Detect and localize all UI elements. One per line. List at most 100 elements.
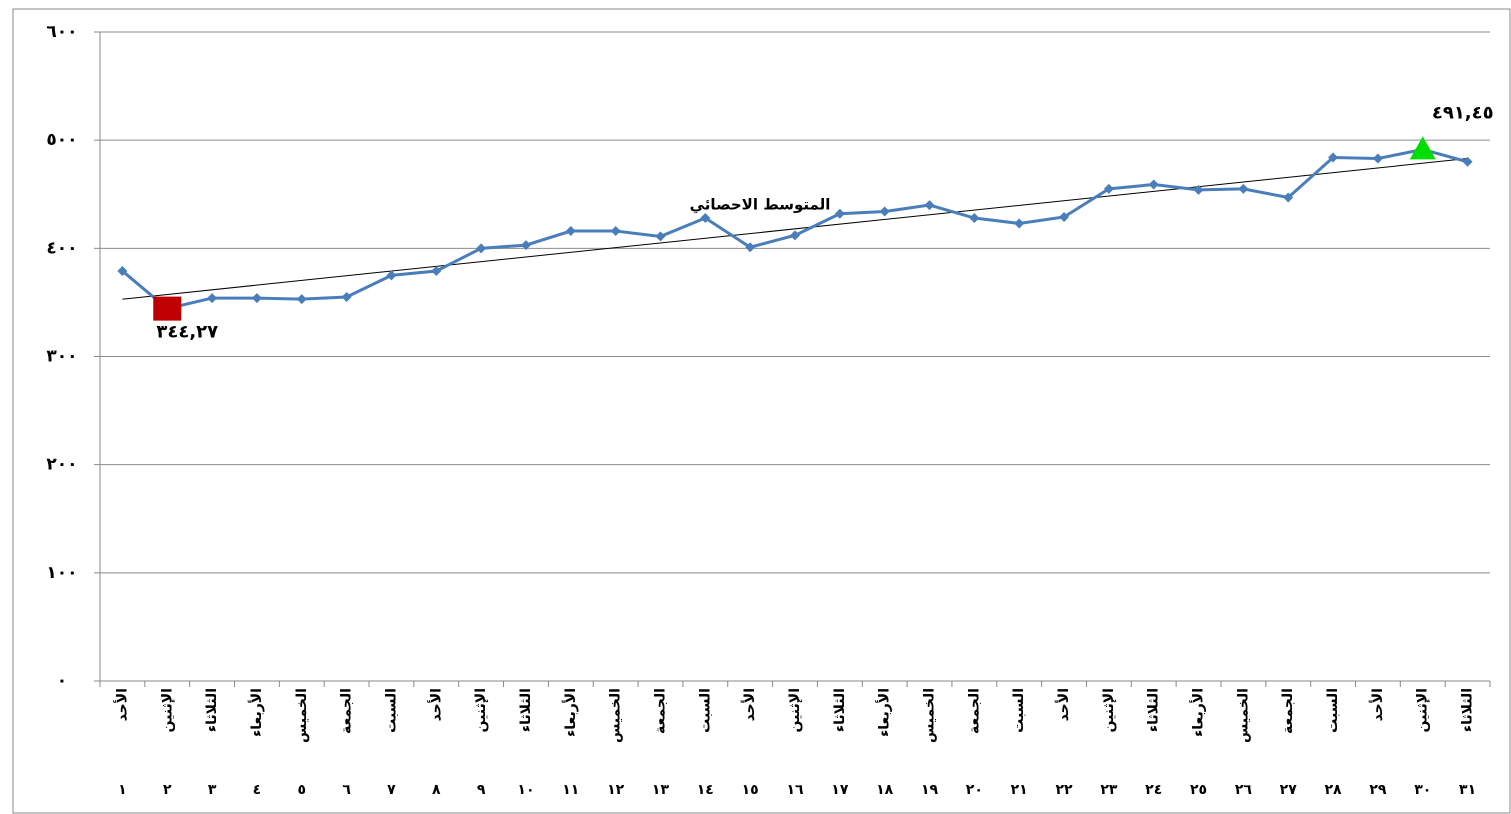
data-point [117,266,128,277]
data-point [1103,183,1114,194]
data-point [1238,183,1249,194]
x-tick-label: الثلاثاء [1146,688,1162,732]
data-point [1328,152,1339,163]
x-day-label: ٩ [477,782,486,798]
x-tick-label: الأربعاء [876,688,893,737]
x-day-label: ١٩ [921,782,939,798]
x-tick-label: الخميس [1235,688,1251,743]
x-tick-label: السبت [383,688,399,733]
x-tick-label: الثلاثاء [832,688,848,732]
x-tick-label: الأربعاء [248,688,265,737]
data-point [1059,211,1070,222]
x-day-label: ١٢ [607,782,625,798]
x-day-label: ٢٧ [1280,782,1298,798]
x-day-label: ٢ [163,782,172,798]
data-point [1193,184,1204,195]
x-day-label: ٢١ [1011,782,1028,798]
x-day-label: ٣ [208,782,217,798]
x-day-label: ٦ [342,782,351,798]
data-point [879,206,890,217]
data-point [610,226,621,237]
x-tick-label: الأحد [113,688,130,721]
x-tick-label: السبت [697,688,713,733]
x-day-label: ١٣ [652,782,670,798]
x-tick-label: الأحد [427,688,444,721]
x-tick-label: الثلاثاء [204,688,220,732]
y-tick-label: ٦٠٠ [46,22,77,42]
y-tick-label: ٤٠٠ [46,238,77,258]
data-point [969,213,980,224]
x-day-label: ١٧ [831,782,849,798]
data-point [431,266,442,277]
min-marker [153,296,182,321]
data-point [924,200,935,211]
y-tick-label: ١٠٠ [46,563,77,583]
x-tick-label: الجمعة [966,688,982,734]
x-day-label: ١٠ [517,782,534,798]
x-tick-label: الثلاثاء [1460,688,1476,732]
min-label: ٣٤٤,٢٧ [156,322,218,343]
data-point [1462,156,1473,167]
data-point [1014,218,1025,229]
x-tick-label: السبت [1325,688,1341,733]
x-day-label: ٣١ [1459,782,1476,798]
x-day-label: ٢٨ [1325,782,1343,798]
x-day-label: ٧ [387,782,396,798]
x-day-label: ١٤ [697,782,714,798]
x-tick-label: الجمعة [652,688,668,734]
x-tick-label: السبت [1011,688,1027,733]
x-tick-label: الخميس [922,688,938,743]
data-point [296,294,307,305]
trend-line [122,158,1468,300]
x-day-label: ١٨ [876,782,894,798]
x-tick-label: الإثنين [1101,688,1117,733]
x-day-label: ١١ [562,782,579,798]
x-tick-label: الأحد [741,688,758,721]
x-tick-label: الثلاثاء [518,688,534,732]
x-tick-label: الخميس [294,688,310,743]
chart-frame [12,8,1511,814]
max-marker [1409,136,1436,160]
x-day-label: ٢٢ [1055,782,1073,798]
data-point [1148,179,1159,190]
data-point [655,231,666,242]
x-day-label: ٢٣ [1100,782,1118,798]
x-day-label: ١ [118,782,127,798]
y-tick-label: ٢٠٠ [46,455,77,475]
x-tick-label: الأحد [1055,688,1072,721]
data-point [1283,192,1294,203]
data-point [565,226,576,237]
data-point [834,208,845,219]
data-point [745,242,756,253]
x-tick-label: الإثنين [1415,688,1431,733]
x-day-label: ٢٦ [1235,782,1253,798]
data-point [790,230,800,241]
x-day-label: ٥ [298,782,307,798]
data-point [207,293,218,304]
x-tick-label: الأربعاء [562,688,579,737]
x-tick-label: الإثنين [473,688,489,733]
y-tick-label: ٠ [57,671,67,691]
data-point [386,270,397,281]
x-day-label: ٢٤ [1145,782,1162,798]
data-point [520,240,531,251]
x-day-label: ٢٠ [966,782,983,798]
x-day-label: ١٦ [786,782,804,798]
data-point [341,292,352,303]
x-tick-label: الجمعة [339,688,355,734]
x-day-label: ١٥ [742,782,759,798]
x-tick-label: الخميس [608,688,624,743]
x-tick-label: الإثنين [787,688,803,733]
y-tick-label: ٥٠٠ [46,130,77,150]
data-point [700,213,711,224]
data-point [476,243,487,254]
x-day-label: ٢٩ [1369,782,1387,798]
x-tick-label: الإثنين [159,688,175,733]
x-day-label: ٢٥ [1190,782,1207,798]
x-tick-label: الأربعاء [1190,688,1207,737]
x-tick-label: الأحد [1369,688,1386,721]
y-tick-label: ٣٠٠ [46,347,77,367]
data-point [251,293,262,304]
trend-label: المتوسط الاحصائي [690,196,831,214]
